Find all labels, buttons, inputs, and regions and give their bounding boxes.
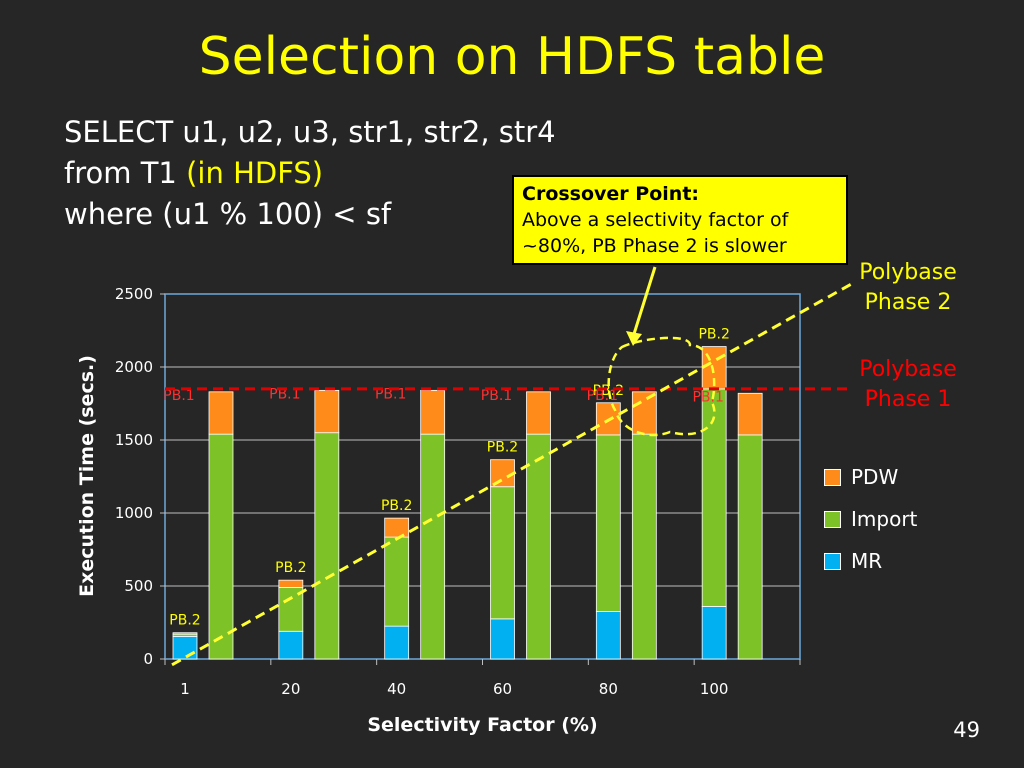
chart-legend: PDW Import MR bbox=[824, 456, 917, 582]
legend-swatch-pdw bbox=[824, 468, 841, 486]
y-tick-label: 2500 bbox=[115, 285, 153, 303]
pb2-bar-import bbox=[595, 434, 621, 612]
x-tick-label: 20 bbox=[281, 680, 300, 698]
pb2-bar-import bbox=[701, 388, 727, 607]
pb1-bar-label: PB.1 bbox=[163, 388, 194, 404]
callout-arrow-head bbox=[626, 331, 642, 346]
pb1-bar-pdw bbox=[208, 391, 234, 435]
pb2-bar-mr bbox=[595, 611, 621, 660]
pb1-bar-pdw bbox=[631, 391, 657, 435]
legend-label-pdw: PDW bbox=[851, 465, 899, 489]
pb1-bar-pdw bbox=[314, 389, 340, 434]
y-tick-label: 1000 bbox=[115, 504, 153, 522]
pb1-bar-import bbox=[314, 432, 340, 660]
sql-query: SELECT u1, u2, u3, str1, str2, str4 from… bbox=[64, 112, 556, 235]
x-tick-label: 100 bbox=[700, 680, 729, 698]
x-tick-label: 60 bbox=[493, 680, 512, 698]
query-line-1: SELECT u1, u2, u3, str1, str2, str4 bbox=[64, 115, 556, 149]
pb1-bar-label: PB.1 bbox=[692, 389, 723, 405]
pb2-bar-label: PB.2 bbox=[487, 440, 518, 456]
pb1-bar-pdw bbox=[420, 389, 446, 435]
legend-swatch-import bbox=[824, 510, 841, 528]
legend-item-mr: MR bbox=[824, 540, 917, 582]
pb2-bar-pdw bbox=[490, 459, 515, 488]
pb1-bar-import bbox=[737, 434, 763, 660]
legend-label-import: Import bbox=[851, 507, 918, 531]
x-tick-label: 80 bbox=[599, 680, 618, 698]
pb2-bar-mr bbox=[701, 606, 727, 660]
pb2-bar-mr bbox=[172, 635, 198, 660]
phase2-dashed-trend bbox=[171, 280, 856, 667]
pb2-bar-label: PB.2 bbox=[275, 560, 306, 576]
crossover-highlight-cloud bbox=[607, 336, 716, 437]
query-line-2-highlight: (in HDFS) bbox=[186, 156, 324, 190]
pb2-bar-label: PB.2 bbox=[381, 498, 412, 514]
legend-item-pdw: PDW bbox=[824, 456, 917, 498]
slide-title: Selection on HDFS table bbox=[198, 27, 826, 87]
callout-line-2: ~80%, PB Phase 2 is slower bbox=[522, 235, 787, 257]
callout-arrow-line bbox=[632, 266, 657, 335]
pb2-bar-mr bbox=[490, 618, 515, 660]
phase2-label-line-1: Polybase bbox=[859, 260, 957, 285]
y-tick-label: 2000 bbox=[115, 358, 153, 376]
y-axis-title: Execution Time (secs.) bbox=[76, 355, 98, 597]
pb2-bar-pdw bbox=[172, 632, 198, 635]
query-line-3: where (u1 % 100) < sf bbox=[64, 197, 392, 231]
phase1-label-line-1: Polybase bbox=[859, 357, 957, 382]
pb1-bar-import bbox=[631, 433, 657, 660]
crossover-callout: Crossover Point: Above a selectivity fac… bbox=[512, 175, 848, 265]
y-tick-label: 500 bbox=[124, 577, 153, 595]
query-line-2-text: from T1 bbox=[64, 156, 187, 190]
phase2-label-line-2: Phase 2 bbox=[864, 290, 952, 315]
pb1-bar-label: PB.1 bbox=[481, 388, 512, 404]
pb1-bar-label: PB.1 bbox=[269, 386, 300, 402]
pb2-bar-pdw bbox=[384, 517, 410, 538]
x-tick-label: 40 bbox=[387, 680, 406, 698]
x-axis-title: Selectivity Factor (%) bbox=[367, 714, 597, 736]
pb2-bar-import bbox=[490, 486, 515, 620]
pb1-bar-pdw bbox=[737, 392, 763, 436]
pb2-bar-label: PB.2 bbox=[593, 383, 624, 399]
legend-item-import: Import bbox=[824, 498, 917, 540]
pb2-bar-pdw bbox=[595, 402, 621, 436]
callout-line-1: Above a selectivity factor of bbox=[522, 209, 789, 231]
query-line-2: from T1 (in HDFS) bbox=[64, 153, 556, 194]
pb1-bar-import bbox=[208, 433, 234, 660]
x-tick-label: 1 bbox=[180, 680, 190, 698]
pb1-bar-import bbox=[420, 433, 446, 660]
slide-number: 49 bbox=[953, 718, 980, 742]
pb2-bar-import bbox=[384, 536, 410, 627]
y-tick-label: 1500 bbox=[115, 431, 153, 449]
pb2-bar-mr bbox=[278, 630, 304, 660]
polybase-phase2-label: Polybase Phase 2 bbox=[843, 258, 973, 318]
pb2-bar-label: PB.2 bbox=[698, 327, 729, 343]
legend-label-mr: MR bbox=[851, 549, 883, 573]
polybase-phase1-label: Polybase Phase 1 bbox=[843, 355, 973, 415]
pb1-bar-import bbox=[526, 433, 551, 660]
pb2-bar-label: PB.2 bbox=[169, 613, 200, 629]
pb1-bar-pdw bbox=[526, 391, 551, 435]
callout-heading: Crossover Point: bbox=[522, 183, 699, 205]
phase1-label-line-2: Phase 1 bbox=[864, 387, 952, 412]
y-tick-label: 0 bbox=[143, 650, 153, 668]
legend-swatch-mr bbox=[824, 552, 841, 570]
pb2-bar-mr bbox=[384, 625, 410, 660]
pb2-bar-pdw bbox=[278, 579, 304, 588]
